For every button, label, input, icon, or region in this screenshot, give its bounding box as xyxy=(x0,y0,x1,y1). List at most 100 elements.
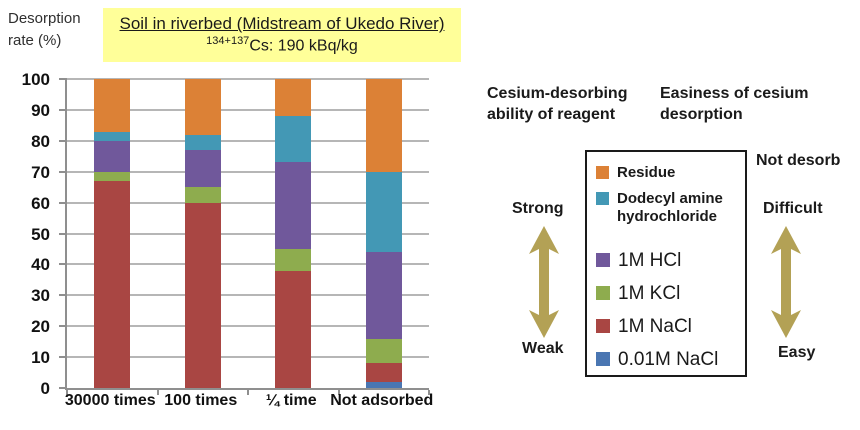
bar-segment-dodecyl-amine-hydrochloride xyxy=(275,116,312,163)
y-axis-caption: Desorption rate (%) xyxy=(8,8,100,52)
y-axis-tick xyxy=(59,201,67,204)
bar-segment-dodecyl-amine-hydrochloride xyxy=(94,131,131,141)
y-axis-tick xyxy=(59,325,67,328)
legend-item: Residue xyxy=(596,164,675,182)
y-axis-label: 80 xyxy=(31,131,50,151)
y-axis-tick xyxy=(59,170,67,173)
legend-swatch xyxy=(596,166,609,179)
y-axis-label: 0 xyxy=(40,379,50,398)
y-axis-label: 70 xyxy=(31,162,50,182)
header-reagent-ability-line1: Cesium-desorbing xyxy=(487,85,628,102)
y-axis-label: 50 xyxy=(31,224,50,244)
bar-segment-residue xyxy=(365,79,402,172)
gridline xyxy=(67,325,429,328)
bar-segment-1m-nacl xyxy=(184,202,221,388)
x-axis-label: Not adsorbed xyxy=(330,392,434,409)
legend-swatch xyxy=(596,319,610,333)
y-axis-tick xyxy=(59,387,67,389)
legend-swatch xyxy=(596,352,610,366)
bar-segment-residue xyxy=(94,79,131,132)
gridline xyxy=(67,108,429,111)
y-axis-label: 60 xyxy=(31,193,50,213)
gridline xyxy=(67,356,429,359)
x-axis-tick xyxy=(247,390,249,395)
isotope-activity: Cs: 190 kBq/kg xyxy=(249,37,358,55)
legend-label: 1M NaCl xyxy=(618,316,692,337)
legend-item: 0.01M NaCl xyxy=(596,349,718,371)
label-strong: Strong xyxy=(512,200,564,217)
y-axis-tick xyxy=(59,294,67,297)
y-axis-caption-line2: rate (%) xyxy=(8,31,62,49)
gridline xyxy=(67,78,429,80)
header-easiness-line1: Easiness of cesium xyxy=(660,85,809,102)
bar-segment-1m-hcl xyxy=(184,150,221,188)
y-axis-caption-line1: Desorption xyxy=(8,10,81,27)
legend-item: Dodecyl amine hydrochloride xyxy=(596,190,723,226)
legend-label: Residue xyxy=(617,164,676,181)
bar-segment-1m-kcl xyxy=(365,338,402,364)
y-axis-tick xyxy=(59,263,67,266)
header-easiness-line2: desorption xyxy=(660,105,743,123)
label-weak: Weak xyxy=(522,340,564,357)
y-axis-tick xyxy=(59,108,67,111)
bar-segment-1m-kcl xyxy=(94,171,131,181)
y-axis-tick xyxy=(59,232,67,235)
stacked-bar xyxy=(184,79,221,388)
y-axis-label: 10 xyxy=(31,348,50,368)
stacked-bar xyxy=(365,79,402,388)
gridline xyxy=(67,139,429,142)
bar-segment-residue xyxy=(275,79,312,117)
bar-segment-1m-nacl xyxy=(94,180,131,388)
bar-segment-1m-kcl xyxy=(184,187,221,203)
difficult-easy-arrow-icon xyxy=(771,226,801,338)
y-axis-label: 100 xyxy=(21,70,50,89)
header-reagent-ability: Cesium-desorbing ability of reagent xyxy=(487,84,662,126)
gridline xyxy=(67,201,429,204)
x-axis-tick xyxy=(428,390,430,395)
x-axis-label: 30000 times xyxy=(64,392,156,409)
y-axis-label: 40 xyxy=(31,255,50,275)
bar-segment-residue xyxy=(184,79,221,135)
bar-segment-1m-hcl xyxy=(94,140,131,172)
title-line1: Soil in riverbed (Midstream of Ukedo Riv… xyxy=(119,14,445,34)
x-axis-tick xyxy=(337,390,340,395)
gridline xyxy=(67,294,429,297)
legend-label: Dodecyl amine hydrochloride xyxy=(617,190,723,225)
y-axis-label: 90 xyxy=(31,100,50,120)
y-axis-label: 20 xyxy=(31,317,50,337)
x-axis-label: ¼ time xyxy=(265,392,317,409)
label-not-desorb: Not desorb xyxy=(756,152,841,169)
x-axis-tick xyxy=(156,390,159,395)
bar-segment-1m-hcl xyxy=(365,252,402,339)
legend-label: 0.01M NaCl xyxy=(618,349,719,370)
legend-swatch xyxy=(596,253,610,267)
legend-label: 1M KCl xyxy=(618,283,681,304)
title-box: Soil in riverbed (Midstream of Ukedo Riv… xyxy=(103,8,461,62)
header-reagent-ability-line2: ability of reagent xyxy=(487,105,616,123)
y-axis-labels: 0 10 20 30 40 50 60 70 80 90 100 xyxy=(0,70,56,398)
legend-swatch xyxy=(596,192,609,205)
y-axis-label: 30 xyxy=(31,286,50,306)
x-axis-label: 100 times xyxy=(164,392,238,409)
bar-segment-1m-kcl xyxy=(275,248,312,271)
label-easy: Easy xyxy=(778,344,816,361)
y-axis-tick xyxy=(59,139,67,142)
legend-swatch xyxy=(596,286,610,300)
gridline xyxy=(67,263,429,266)
y-axis-tick xyxy=(59,356,67,359)
x-axis-labels: 30000 times 100 times ¼ time Not adsorbed xyxy=(64,392,433,414)
strong-weak-arrow-icon xyxy=(529,226,559,338)
legend-item: 1M HCl xyxy=(596,250,681,272)
plot-area xyxy=(59,78,430,395)
legend-label: 1M HCl xyxy=(618,250,682,271)
gridline xyxy=(67,170,429,173)
bar-segment-1m-hcl xyxy=(275,162,312,249)
stacked-bar xyxy=(275,79,312,388)
bar-segment-0-01m-nacl xyxy=(365,381,402,388)
legend-item: 1M KCl xyxy=(596,283,680,305)
bar-segment-dodecyl-amine-hydrochloride xyxy=(365,171,402,253)
label-difficult: Difficult xyxy=(763,200,823,217)
gridline xyxy=(67,232,429,235)
isotope-superscript: 134+137 xyxy=(206,35,250,48)
